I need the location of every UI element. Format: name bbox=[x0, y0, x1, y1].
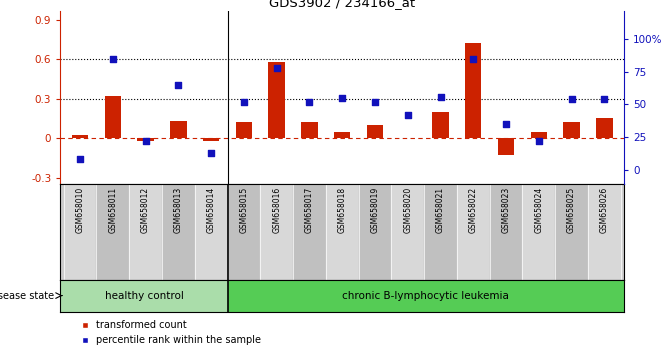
Point bbox=[140, 138, 151, 144]
Text: GSM658013: GSM658013 bbox=[174, 187, 183, 233]
Point bbox=[271, 65, 282, 71]
Text: GSM658019: GSM658019 bbox=[370, 187, 380, 233]
Bar bbox=[60, 280, 227, 312]
Bar bbox=[326, 184, 358, 280]
Bar bbox=[523, 184, 555, 280]
Bar bbox=[367, 125, 383, 138]
Bar bbox=[432, 112, 449, 138]
Text: GSM658015: GSM658015 bbox=[240, 187, 248, 233]
Bar bbox=[391, 184, 424, 280]
Text: GSM658017: GSM658017 bbox=[305, 187, 314, 233]
Bar bbox=[457, 184, 490, 280]
Bar bbox=[260, 184, 293, 280]
Bar bbox=[72, 136, 89, 138]
Bar bbox=[195, 184, 227, 280]
Point bbox=[107, 56, 118, 62]
Point bbox=[74, 156, 85, 162]
Point bbox=[337, 95, 348, 101]
Text: chronic B-lymphocytic leukemia: chronic B-lymphocytic leukemia bbox=[342, 291, 509, 301]
Bar bbox=[130, 184, 162, 280]
Bar bbox=[490, 184, 523, 280]
Bar bbox=[358, 184, 391, 280]
Point bbox=[468, 56, 478, 62]
Text: healthy control: healthy control bbox=[105, 291, 183, 301]
Bar bbox=[531, 132, 547, 138]
Text: GSM658026: GSM658026 bbox=[600, 187, 609, 233]
Point bbox=[501, 121, 511, 127]
Bar bbox=[268, 62, 285, 138]
Point bbox=[206, 150, 217, 156]
Text: GSM658011: GSM658011 bbox=[108, 187, 117, 233]
Text: GSM658018: GSM658018 bbox=[338, 187, 347, 233]
Text: GSM658021: GSM658021 bbox=[436, 187, 445, 233]
Bar bbox=[498, 138, 514, 155]
Text: GSM658024: GSM658024 bbox=[534, 187, 544, 233]
Point bbox=[304, 99, 315, 105]
Bar bbox=[293, 184, 326, 280]
Bar bbox=[170, 121, 187, 138]
Point bbox=[599, 96, 610, 102]
Bar bbox=[301, 122, 317, 138]
Title: GDS3902 / 234166_at: GDS3902 / 234166_at bbox=[269, 0, 415, 10]
Bar bbox=[596, 118, 613, 138]
Bar bbox=[334, 132, 350, 138]
Legend: transformed count, percentile rank within the sample: transformed count, percentile rank withi… bbox=[79, 316, 265, 349]
Bar bbox=[555, 184, 588, 280]
Bar bbox=[227, 280, 624, 312]
Point bbox=[533, 138, 544, 144]
Text: GSM658025: GSM658025 bbox=[567, 187, 576, 233]
Point bbox=[566, 96, 577, 102]
Text: GSM658014: GSM658014 bbox=[207, 187, 215, 233]
Point bbox=[403, 112, 413, 118]
Text: disease state: disease state bbox=[0, 291, 54, 301]
Bar bbox=[203, 138, 219, 141]
Point bbox=[238, 99, 249, 105]
Bar bbox=[465, 44, 482, 138]
Bar bbox=[162, 184, 195, 280]
Point bbox=[370, 99, 380, 105]
Bar bbox=[227, 184, 260, 280]
Point bbox=[435, 94, 446, 99]
Text: GSM658012: GSM658012 bbox=[141, 187, 150, 233]
Bar bbox=[236, 122, 252, 138]
Text: GSM658016: GSM658016 bbox=[272, 187, 281, 233]
Text: GSM658010: GSM658010 bbox=[76, 187, 85, 233]
Bar bbox=[424, 184, 457, 280]
Text: GSM658022: GSM658022 bbox=[469, 187, 478, 233]
Bar bbox=[64, 184, 97, 280]
Bar bbox=[564, 122, 580, 138]
Bar bbox=[97, 184, 130, 280]
Bar bbox=[138, 138, 154, 141]
Text: GSM658023: GSM658023 bbox=[501, 187, 511, 233]
Point bbox=[173, 82, 184, 88]
Bar bbox=[588, 184, 621, 280]
Text: GSM658020: GSM658020 bbox=[403, 187, 412, 233]
Bar bbox=[105, 96, 121, 138]
